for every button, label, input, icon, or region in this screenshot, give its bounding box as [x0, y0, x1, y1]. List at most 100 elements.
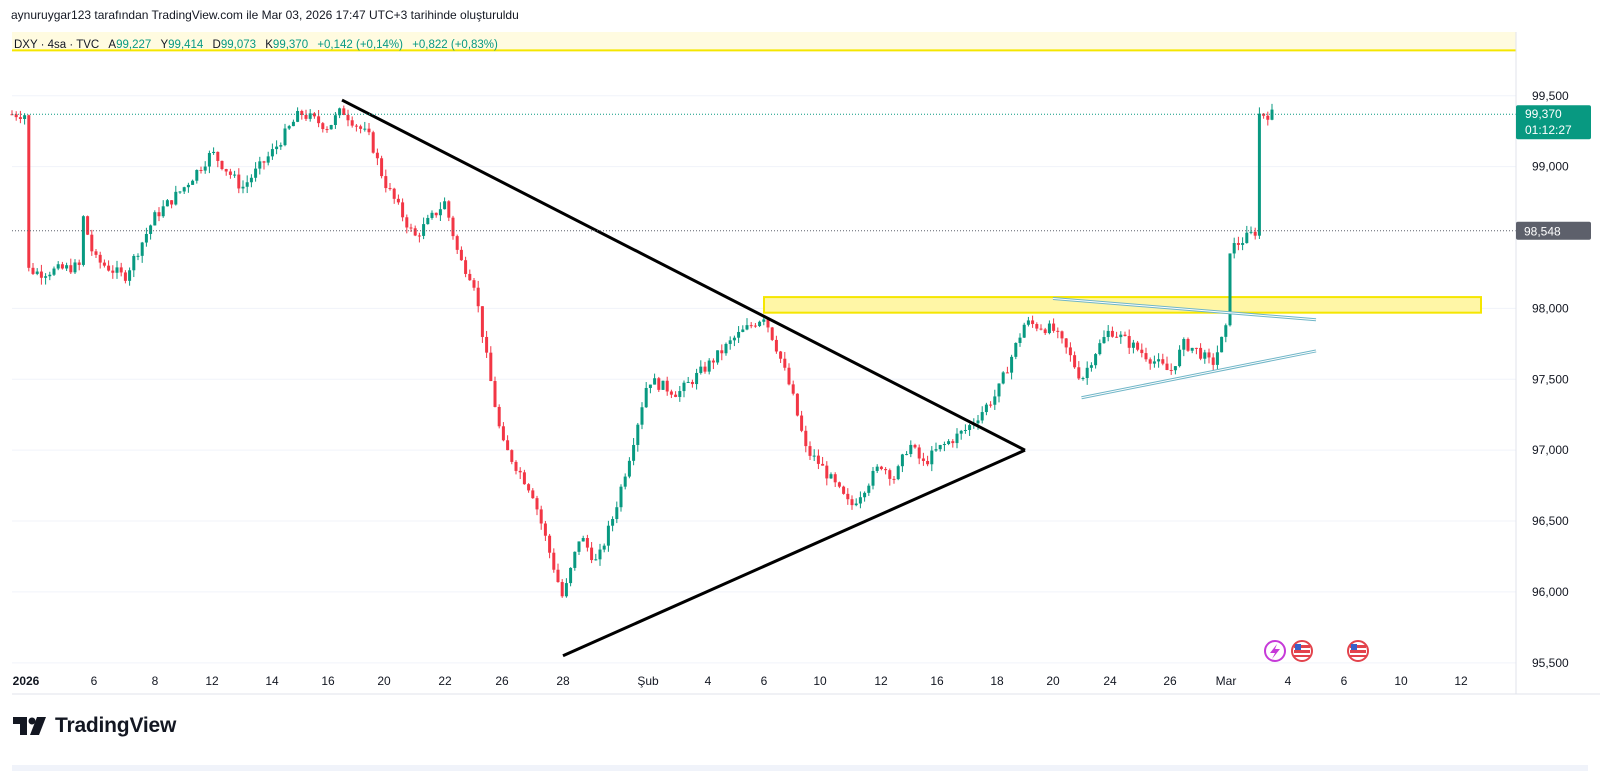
candle-body [65, 265, 69, 269]
candle-body [695, 372, 699, 385]
candle-body [1257, 113, 1261, 236]
candle-body [825, 465, 829, 479]
y-tick-label: 99,500 [1532, 89, 1569, 103]
candle-body [661, 380, 665, 390]
legend-high: 99,414 [168, 39, 204, 51]
candle-body [371, 132, 375, 153]
candle-body [686, 381, 690, 383]
x-tick-label: 22 [438, 674, 452, 688]
candle-body [186, 184, 190, 188]
y-tick-label: 97,000 [1532, 443, 1569, 457]
candle-body [396, 198, 400, 203]
candle-body [501, 426, 505, 441]
candle-body [1131, 342, 1135, 348]
channel-line-inner [1052, 298, 1317, 321]
candle-body [249, 177, 253, 183]
candle-body [543, 523, 547, 536]
candle-body [682, 382, 686, 392]
x-tick-label: 18 [990, 674, 1004, 688]
x-tick-label: 12 [874, 674, 888, 688]
tradingview-brand[interactable]: TradingView [13, 714, 176, 738]
candle-body [1136, 342, 1140, 350]
candle-body [1215, 352, 1219, 365]
tradingview-logo-icon [13, 717, 46, 735]
candle-body [615, 507, 619, 520]
candle-body [1140, 349, 1144, 354]
time-scroll-track[interactable] [12, 765, 1588, 771]
candle-body [791, 384, 795, 394]
candle-body [703, 366, 707, 372]
candle-body [1089, 365, 1093, 368]
candle-body [128, 270, 132, 281]
candle-body [1169, 369, 1173, 371]
candle-body [1224, 325, 1228, 337]
candle-body [669, 391, 673, 395]
candle-body [287, 126, 291, 129]
candle-body [640, 407, 644, 425]
x-tick-label: 20 [1046, 674, 1060, 688]
candle-body [1068, 347, 1072, 356]
candle-body [1266, 115, 1270, 120]
candle-body [842, 486, 846, 494]
candle-body [787, 367, 791, 385]
candle-body [644, 387, 648, 408]
y-tick-label: 95,500 [1532, 656, 1569, 670]
candle-body [136, 255, 140, 257]
candle-body [1064, 338, 1068, 348]
candle-body [577, 541, 581, 552]
candle-body [266, 156, 270, 163]
price-tag-last: 99,370 01:12:27 [1516, 105, 1591, 140]
legend-close-label: K [265, 39, 273, 51]
time-axis: 2026 6 8 12 14 16 20 22 26 28 Şub 4 6 10 12 16 18 20 24 26 M… [13, 674, 1468, 688]
candle-body [707, 360, 711, 372]
candle-body [422, 224, 426, 236]
candle-body [665, 380, 669, 392]
candle-body [325, 129, 329, 131]
candle-body [884, 469, 888, 471]
candle-body [514, 461, 518, 471]
candle-body [1022, 324, 1026, 338]
candle-body [909, 444, 913, 455]
legend-symbol[interactable]: DXY · 4sa · TVC [14, 39, 100, 51]
candle-body [989, 404, 993, 406]
candle-body [518, 470, 522, 473]
candle-body [594, 559, 598, 561]
candle-body [291, 121, 295, 127]
candle-body [102, 262, 106, 266]
price-tag-countdown: 01:12:27 [1525, 123, 1572, 137]
candle-body [1081, 378, 1085, 380]
annotations-front [341, 98, 1317, 658]
candle-body [497, 406, 501, 427]
legend-open: 99,227 [116, 39, 152, 51]
candle-body [997, 383, 1001, 397]
candle-body [144, 233, 148, 243]
candle-body [619, 486, 623, 508]
price-tag-prev-close-value: 98,548 [1524, 225, 1561, 239]
candle-body [921, 458, 925, 461]
candle-body [321, 123, 325, 130]
candle-body [317, 116, 321, 124]
candle-body [506, 440, 510, 451]
candle-body [1056, 330, 1060, 332]
candle-body [1207, 352, 1211, 358]
candle-body [863, 492, 867, 498]
candle-body [1186, 339, 1190, 351]
candle-body [1035, 324, 1039, 329]
candle-body [241, 186, 245, 189]
candle-body [1228, 253, 1232, 326]
x-tick-label: 4 [1285, 674, 1292, 688]
candle-body [367, 128, 371, 133]
candle-body [564, 583, 568, 597]
x-tick-label: 20 [377, 674, 391, 688]
candle-body [732, 337, 736, 341]
candle-body [455, 236, 459, 250]
candle-body [913, 444, 917, 448]
candle-body [338, 108, 342, 116]
candle-body [745, 325, 749, 330]
candle-body [699, 366, 703, 373]
candle-body [1098, 343, 1102, 355]
legend-close: 99,370 [272, 39, 309, 51]
candle-body [1060, 331, 1064, 339]
candle-body [132, 255, 136, 271]
